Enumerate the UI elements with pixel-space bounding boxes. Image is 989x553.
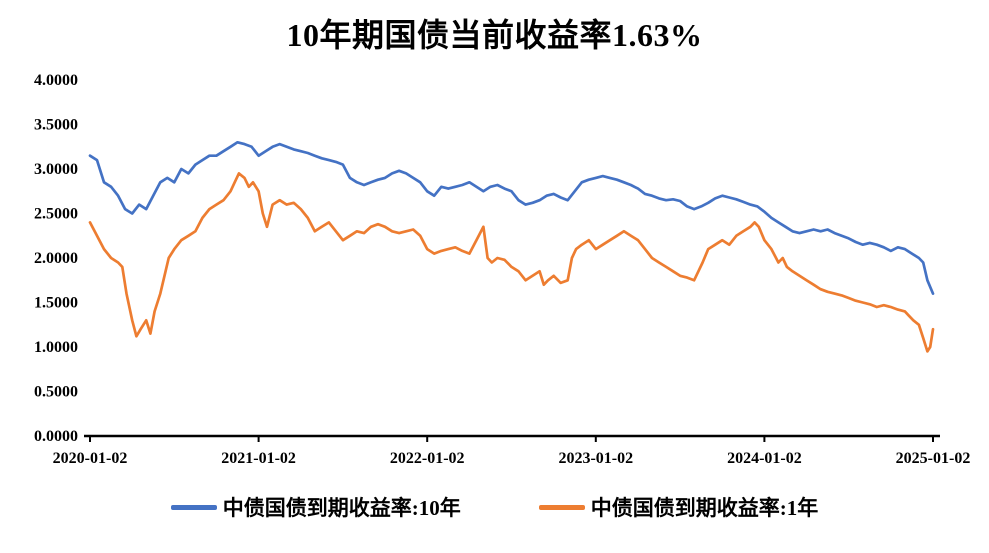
x-tick-label: 2025-01-02	[896, 450, 971, 467]
y-tick-label: 2.5000	[34, 206, 78, 223]
y-tick-label: 1.5000	[34, 295, 78, 312]
legend-swatch-10y	[170, 504, 217, 510]
legend-item-1y: 中债国债到期收益率:1年	[538, 492, 819, 522]
legend-swatch-1y	[538, 504, 585, 510]
x-tick-label: 2020-01-02	[53, 450, 128, 467]
chart-title: 10年期国债当前收益率1.63%	[286, 17, 703, 53]
legend-label-10y: 中债国债到期收益率:10年	[222, 496, 461, 520]
y-tick-label: 0.5000	[34, 384, 78, 401]
series-line-1y	[88, 172, 935, 353]
y-tick-label: 0.0000	[34, 428, 78, 445]
y-tick-label: 1.0000	[34, 339, 78, 356]
x-tick-label: 2021-01-02	[221, 450, 296, 467]
x-tick-label: 2024-01-02	[727, 450, 802, 467]
legend-label-1y: 中债国债到期收益率:1年	[590, 496, 819, 520]
line-chart-plot: 0.0000 0.5000 1.0000 1.5000 2.0000 2.5000 3.00…	[34, 72, 971, 467]
series-line-10y	[88, 140, 935, 295]
y-tick-label: 2.0000	[34, 250, 78, 267]
legend: 中债国债到期收益率:10年 中债国债到期收益率:1年	[0, 492, 989, 522]
y-tick-label: 4.0000	[34, 72, 78, 89]
legend-item-10y: 中债国债到期收益率:10年	[170, 492, 461, 522]
y-tick-label: 3.0000	[34, 161, 78, 178]
x-tick-label: 2023-01-02	[558, 450, 633, 467]
x-tick-label: 2022-01-02	[390, 450, 465, 467]
y-tick-label: 3.5000	[34, 117, 78, 134]
